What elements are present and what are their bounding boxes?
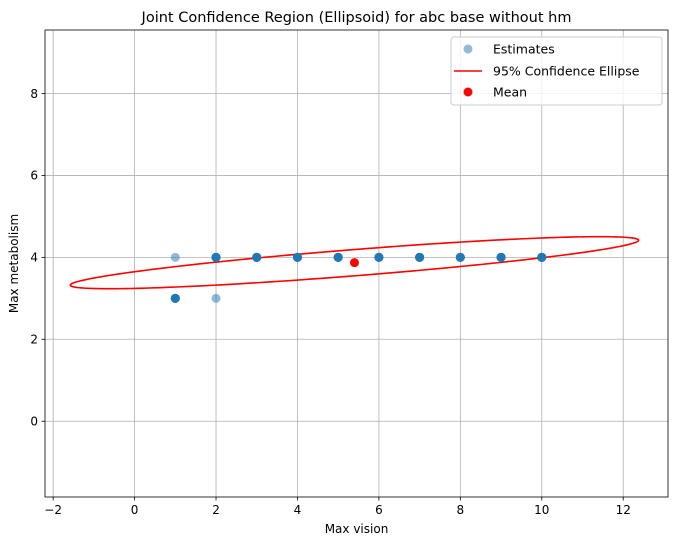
mean-point bbox=[349, 258, 359, 268]
estimate-point bbox=[496, 252, 506, 262]
estimate-point bbox=[292, 252, 302, 262]
y-tick-label: 2 bbox=[30, 333, 38, 347]
y-tick-label: 4 bbox=[30, 251, 38, 265]
estimate-point bbox=[374, 252, 384, 262]
y-tick-label: 0 bbox=[30, 415, 38, 429]
estimate-point bbox=[455, 252, 465, 262]
legend-box bbox=[450, 36, 663, 106]
estimate-point bbox=[170, 252, 180, 262]
x-tick-label: 10 bbox=[534, 503, 549, 517]
mean-layer bbox=[349, 258, 359, 268]
confidence-ellipse-layer bbox=[69, 235, 640, 290]
confidence-ellipse bbox=[69, 235, 640, 290]
plot-frame bbox=[44, 29, 669, 498]
x-tick-label: −2 bbox=[44, 503, 62, 517]
y-tick-label: 6 bbox=[30, 169, 38, 183]
estimate-point bbox=[211, 293, 221, 303]
legend: Estimates 95% Confidence Ellipse Mean bbox=[450, 36, 663, 106]
chart-title: Joint Confidence Region (Ellipsoid) for … bbox=[141, 10, 572, 26]
x-tick-label: 12 bbox=[616, 503, 631, 517]
legend-mean-marker bbox=[463, 87, 473, 97]
y-tick-label: 8 bbox=[30, 87, 38, 101]
estimate-point bbox=[252, 252, 262, 262]
x-tick-label: 6 bbox=[375, 503, 383, 517]
estimate-point bbox=[211, 252, 221, 262]
legend-ellipse-label: 95% Confidence Ellipse bbox=[493, 64, 640, 79]
legend-mean-label: Mean bbox=[493, 85, 527, 100]
axis-ticks: −2 0 2 4 6 8 10 12 0 2 4 6 8 bbox=[30, 87, 630, 517]
x-axis-label: Max vision bbox=[325, 522, 389, 536]
legend-estimates-label: Estimates bbox=[493, 42, 555, 57]
estimate-point bbox=[170, 293, 180, 303]
estimate-point bbox=[333, 252, 343, 262]
y-axis-label: Max metabolism bbox=[7, 214, 21, 313]
x-tick-label: 4 bbox=[294, 503, 302, 517]
estimate-point bbox=[537, 252, 547, 262]
x-tick-label: 2 bbox=[212, 503, 220, 517]
x-tick-label: 8 bbox=[457, 503, 465, 517]
estimates-layer bbox=[170, 252, 547, 303]
x-tick-label: 0 bbox=[131, 503, 139, 517]
estimate-point bbox=[415, 252, 425, 262]
legend-estimates-marker bbox=[463, 44, 473, 54]
